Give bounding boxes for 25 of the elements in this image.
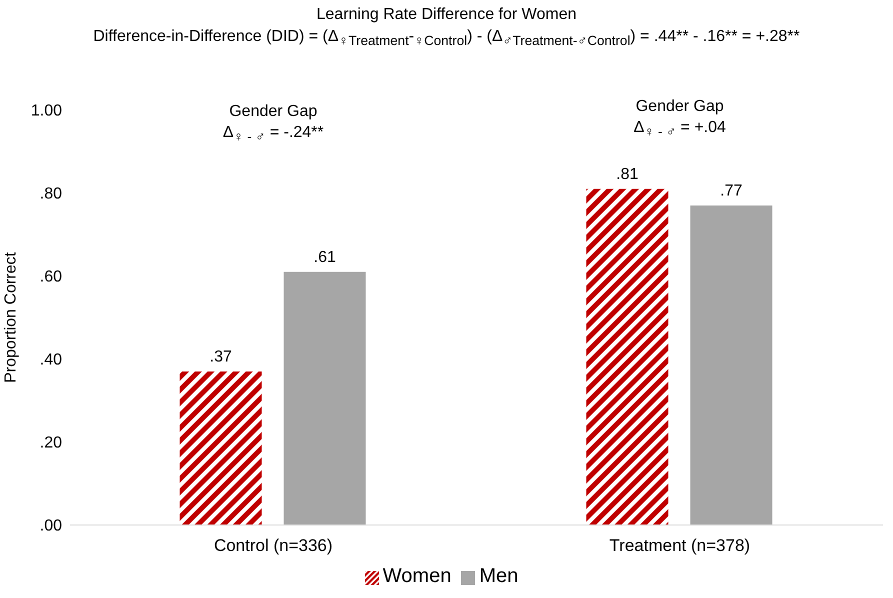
annotation: Gender Gap [634,98,725,116]
y-tick-label: .00 [40,518,62,535]
x-tick-label: Control (n=336) [214,536,333,556]
data-label: .61 [314,248,336,266]
y-tick-label: .40 [40,352,62,369]
chart-title: Learning Rate Difference for Women [316,6,578,24]
annotation: Gender Gap [228,103,318,121]
annotation: Δ$_{♀ - ♂}$ = +.04 [632,119,727,140]
chart-subtitle: Difference-in-Difference (DID) = (Δ$_{♀Treatment}$-$_{♀Control}$) - (Δ$_{♂Treatment-♂Control}$) = .44** - .16** = +.28** [92,28,801,48]
bar [180,371,262,525]
annotation: Δ$_{♀ - ♂}$ = -.24** [222,124,325,144]
y-tick-label: 1.00 [30,102,62,120]
x-tick-label: Treatment (n=378) [609,536,750,556]
data-label: .81 [616,166,638,183]
y-axis-title: Proportion Correct [2,252,20,383]
y-tick-label: .80 [40,186,62,203]
bar [284,272,366,525]
bar [690,205,772,525]
data-label: .77 [720,182,742,200]
y-tick-label: .20 [40,434,62,452]
y-tick-label: .60 [40,268,62,286]
legend-label: Women [382,565,452,587]
legend-label: Men [479,565,518,587]
bar [586,188,668,525]
data-label: .37 [210,348,232,366]
